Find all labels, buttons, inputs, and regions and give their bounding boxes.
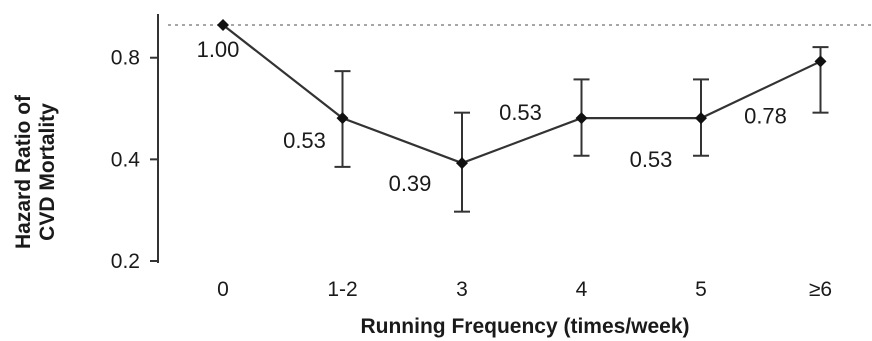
y-tick-label: 0.4: [111, 148, 141, 171]
y-ticks: 0.2 0.4 0.8: [111, 47, 158, 273]
data-label: 0.53: [283, 128, 326, 153]
data-point: [575, 112, 588, 125]
x-axis-title: Running Frequency (times/week): [360, 315, 689, 338]
data-label: 0.78: [744, 103, 787, 128]
series-group: [217, 19, 827, 170]
x-tick-labels: 0 1-2 3 4 5 ≥6: [217, 278, 832, 301]
x-tick-label: ≥6: [809, 278, 832, 301]
data-point: [814, 55, 827, 68]
data-point: [695, 112, 707, 125]
data-label: 0.53: [630, 147, 673, 172]
y-axis-title-line1: Hazard Ratio of: [12, 94, 35, 249]
y-axis-title-line2: CVD Mortality: [36, 103, 59, 241]
y-tick-label: 0.2: [111, 250, 140, 273]
y-axis-title: Hazard Ratio of CVD Mortality: [12, 94, 59, 249]
series-line: [222, 24, 821, 165]
y-tick-label: 0.8: [111, 47, 140, 70]
data-point: [217, 19, 229, 31]
x-tick-label: 1-2: [327, 278, 357, 301]
x-tick-label: 5: [695, 278, 707, 301]
data-label: 1.00: [197, 37, 240, 62]
data-point: [336, 112, 349, 125]
data-label: 0.53: [499, 100, 542, 125]
x-tick-label: 3: [456, 278, 468, 301]
data-label: 0.39: [389, 171, 432, 196]
data-labels: 1.00 0.53 0.39 0.53 0.53 0.78: [197, 37, 787, 196]
x-tick-label: 4: [576, 278, 588, 301]
x-tick-label: 0: [217, 278, 229, 301]
data-point: [456, 157, 468, 170]
